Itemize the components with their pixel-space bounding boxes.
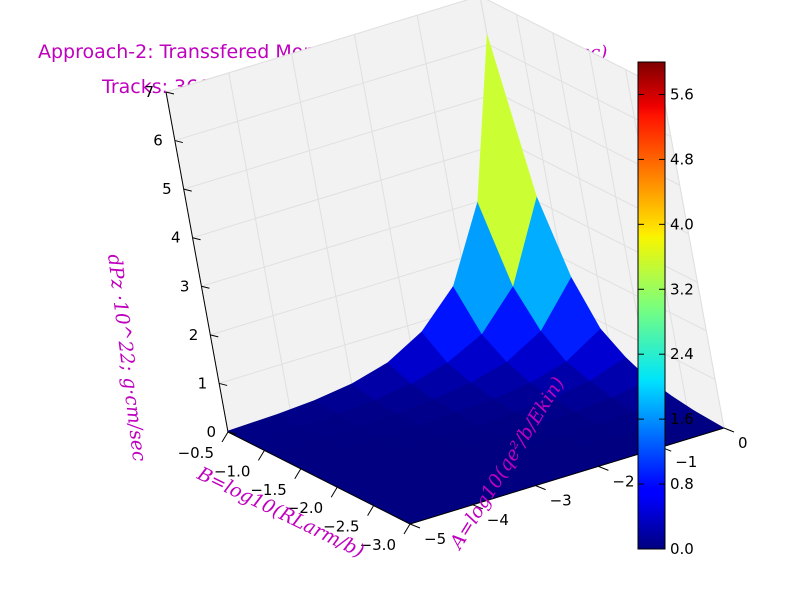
x-tick-label: −0.5 [178,444,214,462]
z-tick-label: 0 [206,423,216,441]
z-tick-mark [174,140,183,144]
y-tick-mark [598,465,609,471]
z-tick-label: 3 [180,277,190,295]
y-tick-mark [472,504,483,510]
x-tick-label: −1.5 [250,481,286,499]
y-tick-mark [535,485,546,491]
grid-line-b [661,87,725,429]
grid-line-z [165,0,663,93]
z-tick-mark [192,237,201,241]
colorbar-ticks: 0.0 0.8 1.6 2.4 3.2 4.0 4.8 5.6 [638,85,694,558]
z-tick-mark [183,188,192,192]
grid-line-a [353,34,417,375]
z-tick-label: 1 [198,374,208,392]
z-tick-label: 5 [162,180,172,198]
z-tick-label: 7 [144,83,154,101]
x-tick-mark [294,468,302,480]
z-tick-mark [219,382,228,386]
y-tick-mark [409,523,421,529]
grid-line-a [228,72,292,413]
y-tick-label: −5 [424,530,446,548]
y-tick-mark [723,427,735,433]
colorbar-tick-label: 4.8 [670,150,694,168]
grid-line-a [291,53,355,394]
z-axis-label: dPz ·10^22; g·cm/sec [103,253,150,463]
colorbar-tick-label: 0.8 [670,475,694,493]
colorbar-tick-label: 0.0 [670,540,694,558]
x-tick-mark [257,450,265,461]
y-tick-label: −2 [612,472,634,490]
colorbar [637,61,666,550]
colorbar-tick-label: 5.6 [670,85,694,103]
x-axis-line [227,431,411,525]
surface-patch [477,34,537,287]
colorbar-tick-label: 3.2 [670,280,694,298]
z-tick-mark [165,91,175,95]
colorbar-tick-label: 4.0 [670,215,694,233]
z-axis-line [165,91,229,433]
x-tick-label: −3.0 [360,536,396,554]
x-tick-mark [403,523,411,535]
y-tick-label: −4 [487,511,509,529]
axes-ticks: 0 1 2 3 4 5 6 7 −0.5−1.0−1.5−2.0−2.5−3.0 0 −1 −2 −3 −… [144,83,747,554]
x-tick-label: −2.0 [287,499,323,517]
z-tick-mark [201,285,210,289]
z-tick-mark [210,334,219,338]
x-tick-label: −2.5 [323,518,359,536]
grid-line-b [552,32,616,373]
x-tick-mark [221,431,229,443]
x-tick-label: −1.0 [214,462,250,480]
z-tick-label: 6 [153,132,163,150]
y-tick-label: −3 [550,492,572,510]
y-axis-line [409,427,725,525]
colorbar-tick-label: 1.6 [670,410,694,428]
x-tick-mark [367,505,375,516]
colorbar-tick-label: 2.4 [670,345,694,363]
y-tick-label: 0 [738,434,748,452]
z-tick-label: 4 [171,229,181,247]
x-tick-mark [330,486,338,498]
y-tick-label: −1 [675,453,697,471]
z-tick-label: 2 [189,326,199,344]
